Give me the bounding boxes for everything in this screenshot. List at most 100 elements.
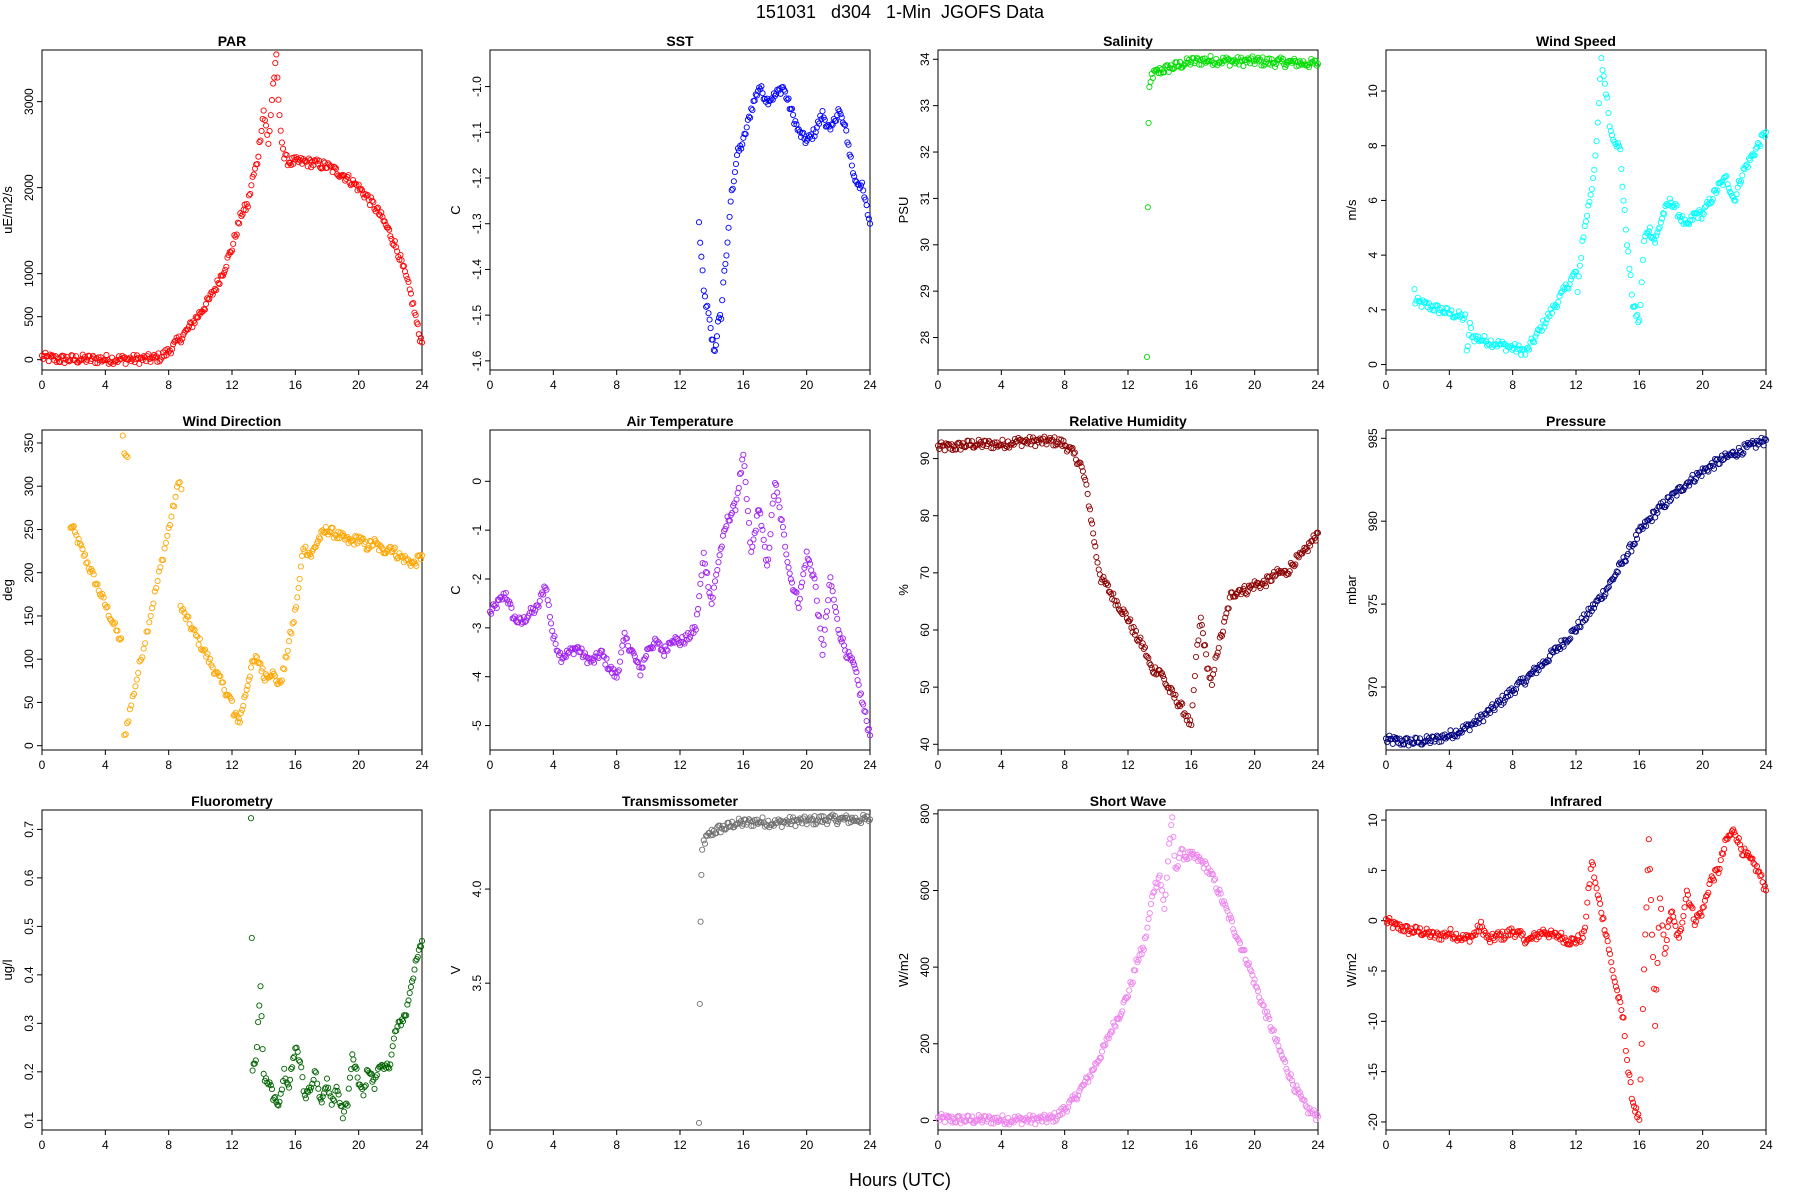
data-point bbox=[401, 1012, 408, 1019]
panel-salinity: Salinity PSU 0 4 8 12 16 20 24 28 29 30 31 32 33 34 bbox=[896, 33, 1325, 392]
panel-air-temperature: Air Temperature C 0 4 8 12 16 20 24 -5 -4 -3 -2 -1 0 bbox=[448, 413, 877, 772]
data-point bbox=[1070, 450, 1077, 457]
data-point bbox=[123, 355, 130, 362]
data-point bbox=[1738, 845, 1745, 853]
data-point bbox=[816, 613, 823, 620]
data-point bbox=[1594, 119, 1601, 126]
data-point bbox=[1199, 630, 1206, 637]
data-point bbox=[1163, 874, 1170, 881]
data-point bbox=[217, 673, 224, 680]
x-tick-label: 12 bbox=[673, 758, 687, 772]
data-point bbox=[710, 584, 717, 591]
data-point bbox=[1154, 880, 1161, 887]
data-point bbox=[1638, 1040, 1645, 1047]
data-point bbox=[1524, 344, 1531, 351]
data-point bbox=[1494, 697, 1502, 704]
data-point bbox=[822, 613, 829, 620]
data-point bbox=[1594, 892, 1601, 899]
y-tick-label: -1.3 bbox=[470, 213, 484, 234]
x-tick-label: 0 bbox=[39, 758, 46, 772]
data-point bbox=[1403, 922, 1410, 929]
panel-pressure: Pressure mbar 0 4 8 12 16 20 24 970 975 980 985 bbox=[1344, 413, 1773, 772]
plot-frame bbox=[937, 809, 1319, 1131]
data-point bbox=[409, 978, 416, 985]
data-point bbox=[851, 173, 858, 180]
y-tick-label: -3 bbox=[470, 622, 484, 633]
data-point bbox=[934, 1113, 942, 1121]
data-point bbox=[812, 583, 819, 590]
data-point bbox=[1077, 459, 1084, 466]
data-point bbox=[1157, 882, 1164, 889]
data-point bbox=[748, 105, 755, 112]
data-point bbox=[1752, 145, 1759, 152]
data-point bbox=[1255, 580, 1262, 587]
x-tick-label: 12 bbox=[1121, 1138, 1135, 1152]
data-point bbox=[302, 1095, 309, 1102]
data-point bbox=[352, 180, 359, 187]
data-point bbox=[1585, 885, 1592, 892]
data-point bbox=[258, 1013, 265, 1020]
data-point bbox=[122, 452, 129, 459]
data-point bbox=[700, 549, 707, 556]
data-point bbox=[639, 664, 646, 671]
data-point bbox=[1174, 863, 1181, 870]
data-point bbox=[276, 112, 283, 119]
data-point bbox=[1214, 649, 1221, 656]
data-point bbox=[323, 528, 331, 535]
data-point bbox=[172, 493, 179, 500]
data-point bbox=[1660, 498, 1667, 505]
data-point bbox=[244, 682, 251, 689]
data-point bbox=[697, 239, 704, 246]
data-point bbox=[412, 312, 419, 319]
data-point bbox=[592, 653, 599, 660]
data-point bbox=[393, 1027, 400, 1034]
data-point bbox=[664, 647, 671, 654]
data-point bbox=[257, 983, 264, 990]
data-point bbox=[1182, 713, 1189, 720]
x-tick-label: 24 bbox=[1759, 1138, 1773, 1152]
plot-frame bbox=[1385, 429, 1767, 751]
data-point bbox=[1761, 435, 1768, 442]
y-axis-label: W/m2 bbox=[1344, 953, 1359, 987]
data-point bbox=[718, 315, 725, 322]
panel-infrared: Infrared W/m2 0 4 8 12 16 20 24 -20 -15 -10 -5 0 5 10 bbox=[1344, 793, 1773, 1152]
data-point bbox=[384, 1060, 391, 1067]
data-point bbox=[287, 628, 294, 635]
data-point bbox=[1292, 561, 1299, 568]
x-tick-label: 12 bbox=[225, 758, 239, 772]
data-point bbox=[1657, 219, 1664, 226]
data-point bbox=[1158, 887, 1166, 894]
data-point bbox=[1646, 866, 1653, 873]
data-point bbox=[320, 529, 327, 536]
data-point bbox=[685, 635, 693, 642]
data-point bbox=[1241, 583, 1248, 590]
data-point bbox=[146, 619, 153, 626]
data-point bbox=[493, 604, 500, 612]
data-point bbox=[658, 646, 665, 653]
data-point bbox=[804, 555, 811, 562]
data-point bbox=[401, 268, 409, 275]
x-tick-label: 20 bbox=[352, 1138, 366, 1152]
data-point bbox=[1691, 922, 1698, 929]
x-tick-label: 12 bbox=[1569, 1138, 1583, 1152]
data-point bbox=[297, 563, 304, 570]
y-tick-label: 200 bbox=[22, 562, 36, 582]
data-point bbox=[711, 347, 718, 354]
data-point bbox=[792, 588, 799, 595]
data-point bbox=[731, 169, 738, 176]
data-point bbox=[1654, 959, 1661, 967]
data-point bbox=[1165, 684, 1172, 691]
data-point bbox=[729, 185, 736, 192]
data-point bbox=[613, 674, 620, 681]
data-point bbox=[1683, 887, 1690, 894]
data-point bbox=[249, 1067, 256, 1074]
data-point bbox=[937, 442, 944, 449]
data-point bbox=[133, 676, 140, 683]
data-point bbox=[1618, 165, 1625, 173]
data-point bbox=[954, 1113, 961, 1120]
y-tick-label: 985 bbox=[1366, 428, 1380, 448]
data-point bbox=[1606, 950, 1614, 958]
panel-title: PAR bbox=[218, 33, 247, 49]
data-point bbox=[1558, 929, 1565, 936]
